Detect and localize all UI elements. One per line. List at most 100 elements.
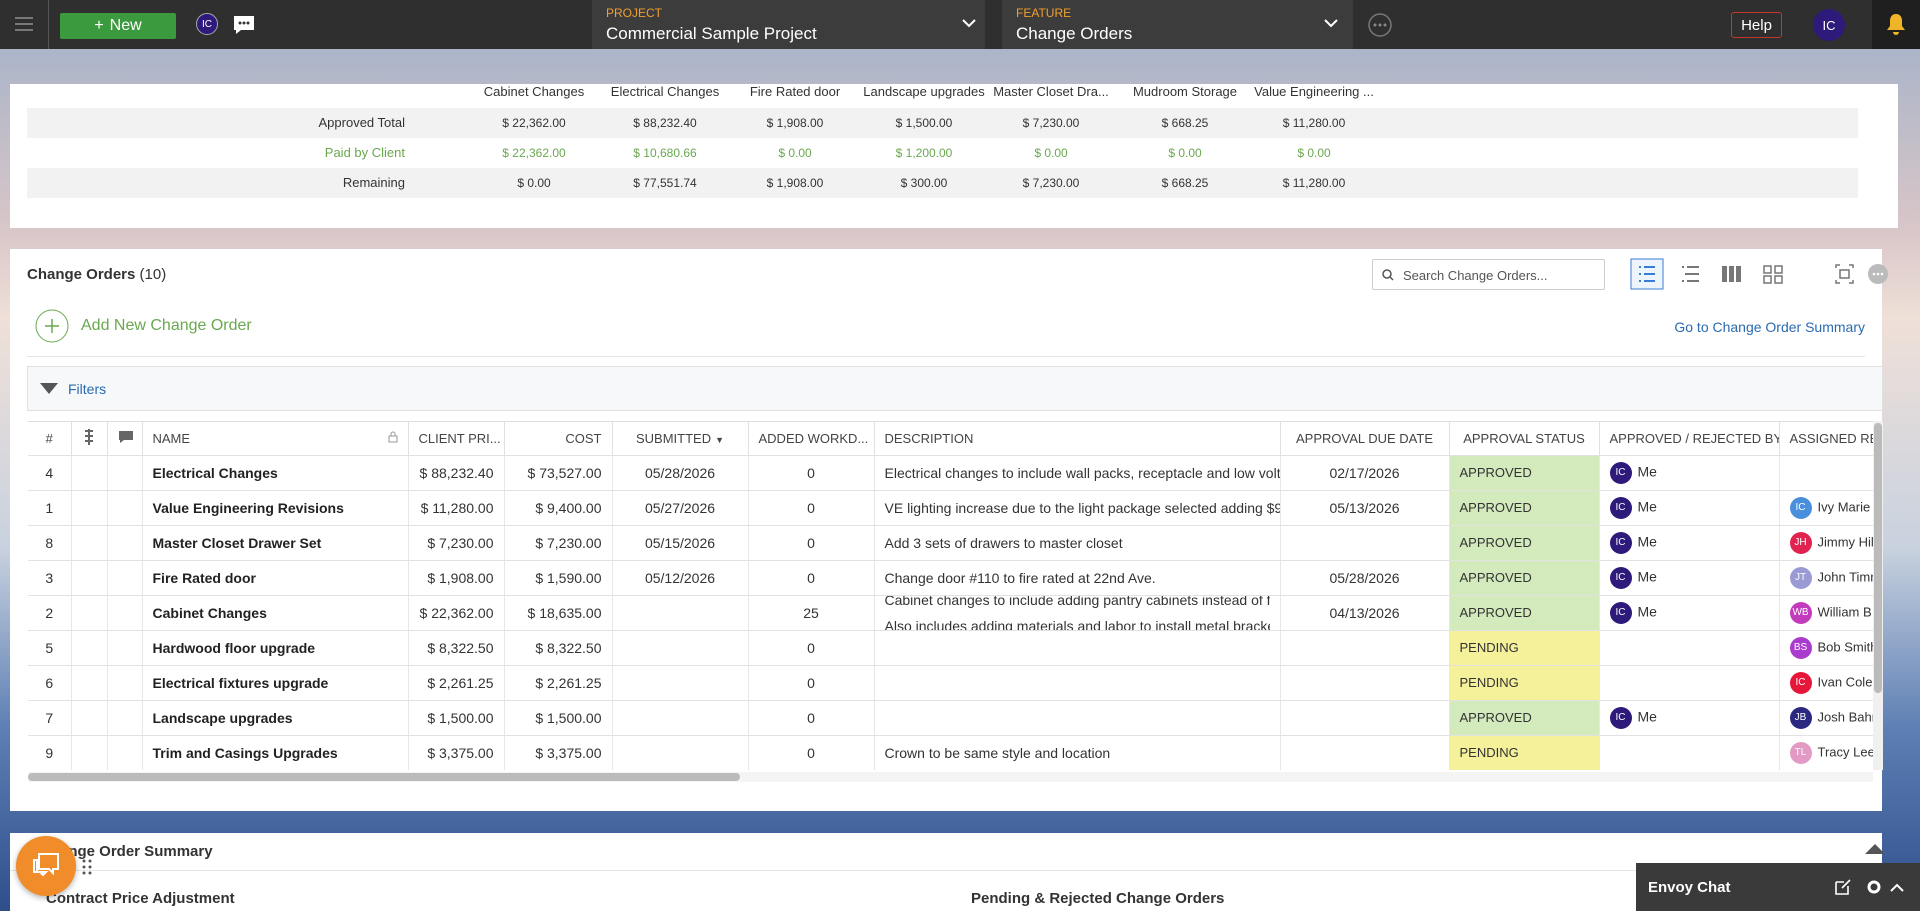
v-scrollbar[interactable] [1873,421,1883,770]
due-date-cell: 05/28/2026 [1280,560,1450,596]
comments-icon [118,430,133,443]
change-order-row[interactable]: 8 Master Closet Drawer Set $ 7,230.00 $ 7,2… [28,525,1873,561]
column-header[interactable]: ASSIGNED RES [1779,422,1873,456]
status-cell-text: APPROVED [1459,605,1532,620]
more-options[interactable] [1868,264,1888,284]
column-header[interactable]: APPROVED / REJECTED BY [1599,422,1780,456]
column-header[interactable]: APPROVAL DUE DATE [1280,422,1450,456]
list-view[interactable] [1630,258,1664,290]
column-header[interactable]: SUBMITTED ▼ [612,422,749,456]
number-cell-text: 6 [45,674,54,691]
avatar: IC [1609,706,1632,729]
summary-value: $ 7,230.00 [1022,116,1080,130]
project-dropdown[interactable]: PROJECT Commercial Sample Project [592,0,985,49]
help-button[interactable]: Help [1731,12,1782,38]
drag-handle[interactable] [82,859,94,877]
column-header[interactable]: DESCRIPTION [874,422,1281,456]
number-cell: 9 [28,735,72,770]
client-price-cell: $ 2,261.25 [408,665,505,701]
summary-row-label: Paid by Client [324,145,405,160]
v-scroll-thumb[interactable] [1874,423,1882,693]
menu-button[interactable] [0,0,49,49]
status-cell: APPROVED [1449,595,1600,631]
change-order-row[interactable]: 2 Cabinet Changes $ 22,362.00 $ 18,635.00 25… [28,595,1873,631]
feature-dropdown[interactable]: FEATURE Change Orders [1002,0,1353,49]
account-avatar[interactable]: IC [1813,9,1845,41]
summary-link[interactable]: Go to Change Order Summary [1674,319,1865,335]
user-avatar[interactable]: IC [196,13,218,35]
status-cell: APPROVED [1449,455,1600,491]
change-order-row[interactable]: 9 Trim and Casings Upgrades $ 3,375.00 $ 3,… [28,735,1873,770]
status-cell: PENDING [1449,735,1600,770]
name-cell-text: Value Engineering Revisions [152,499,344,516]
name-cell: Electrical fixtures upgrade [142,665,409,701]
h-scrollbar[interactable] [28,772,1873,782]
collapse-button[interactable] [1865,843,1885,855]
column-header[interactable]: ADDED WORKD... [748,422,875,456]
approver-name: Me [1637,463,1657,480]
comments-cell [107,490,143,526]
summary-column: Landscape upgrades [863,84,985,99]
avatar: TL [1789,741,1812,764]
change-order-row[interactable]: 7 Landscape upgrades $ 1,500.00 $ 1,500.00 0… [28,700,1873,736]
table-head: # NAME CLIENT PRI... COST SUBMITTED ▼ ADDED WO… [28,422,1873,456]
avatar: IC [1609,496,1632,519]
change-order-row[interactable]: 4 Electrical Changes $ 88,232.40 $ 73,527.0… [28,455,1873,491]
assignee-name: Ivan Cole [1817,674,1873,690]
due-date-cell: 02/17/2026 [1280,455,1450,491]
chat-title: Envoy Chat [1648,879,1731,896]
cost-cell: $ 1,500.00 [504,700,613,736]
assigned-cell: TL Tracy Lee [1779,735,1873,770]
change-order-row[interactable]: 6 Electrical fixtures upgrade $ 2,261.25 $ … [28,665,1873,701]
column-header[interactable]: NAME [142,422,409,456]
comments-column [107,422,143,456]
approver-name: Me [1637,568,1657,585]
grid-view[interactable] [1763,265,1783,284]
add-new-button[interactable]: Add New Change Order [35,309,252,343]
added-workdays-cell-text: 25 [803,604,819,621]
fullscreen[interactable] [1835,264,1854,284]
h-scroll-thumb[interactable] [28,773,740,781]
summary-column: Cabinet Changes [483,84,585,99]
approver-name: Me [1637,498,1657,515]
column-header[interactable]: # [28,422,72,456]
subsection-title: Pending & Rejected Change Orders [971,890,1225,907]
submitted-cell-text: 05/12/2026 [644,569,716,586]
project-label: PROJECT [606,6,663,20]
added-workdays-cell: 0 [748,665,875,701]
change-order-row[interactable]: 1 Value Engineering Revisions $ 11,280.00 $… [28,490,1873,526]
column-header[interactable]: APPROVAL STATUS [1449,422,1600,456]
column-header[interactable]: COST [504,422,613,456]
name-cell: Landscape upgrades [142,700,409,736]
change-order-row[interactable]: 5 Hardwood floor upgrade $ 8,322.50 $ 8,322… [28,630,1873,666]
assigned-cell: WB William B [1779,595,1873,631]
new-button[interactable]: + New [60,13,176,39]
name-cell-text: Electrical Changes [152,464,278,481]
search-box[interactable]: Search Change Orders... [1372,259,1605,290]
client-price-cell: $ 1,908.00 [408,560,505,596]
help-chat-button[interactable] [16,836,76,896]
more-button[interactable] [1368,13,1392,37]
column-header[interactable]: CLIENT PRI... [408,422,505,456]
attachments-icon [84,428,93,445]
added-workdays-cell: 0 [748,700,875,736]
avatar: IC [1609,566,1632,589]
number-cell: 6 [28,665,72,701]
detail-view[interactable] [1682,266,1699,282]
filters-bar[interactable]: Filters [27,366,1883,411]
cost-cell-text: $ 7,230.00 [535,534,602,551]
board-view[interactable] [1722,266,1741,282]
summary-value: $ 7,230.00 [1022,176,1080,190]
due-date-cell-text: 04/13/2026 [1329,604,1400,621]
notifications[interactable] [1872,0,1920,49]
change-order-row[interactable]: 3 Fire Rated door $ 1,908.00 $ 1,590.00 05/1… [28,560,1873,596]
summary-value: $ 22,362.00 [502,116,566,130]
approved-by-cell [1599,735,1780,770]
summary-value: $ 22,362.00 [502,146,566,160]
added-workdays-cell: 0 [748,735,875,770]
envoy-chat[interactable]: Envoy Chat [1636,863,1920,911]
chat-icon[interactable] [232,14,256,36]
subsection-title: Contract Price Adjustment [46,890,235,907]
submitted-cell-text: 05/15/2026 [644,534,716,551]
number-cell: 1 [28,490,72,526]
